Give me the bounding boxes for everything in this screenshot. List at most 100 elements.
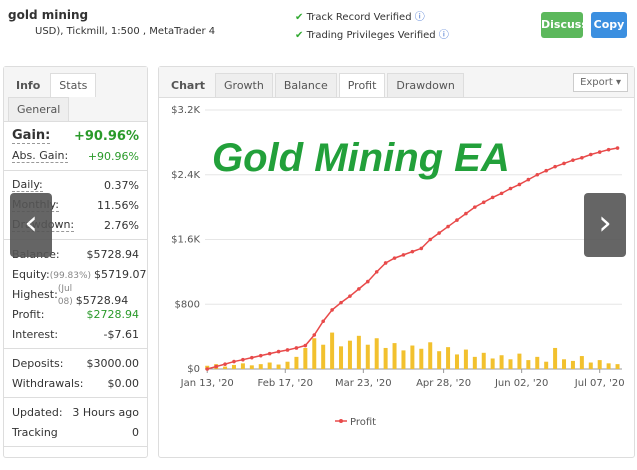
stat-row: Equity: (99.83%) $5719.07: [4, 264, 147, 284]
stat-value: 11.56%: [97, 198, 139, 212]
point: [562, 161, 566, 166]
stat-row: Tracking 0: [4, 422, 147, 442]
bar: [606, 363, 611, 369]
discuss-button[interactable]: Discuss: [541, 12, 588, 38]
point: [357, 287, 361, 291]
info-tabs: Info StatsGeneral: [4, 67, 147, 122]
stat-row: Gain: +90.96%: [4, 126, 147, 146]
stat-row: Daily: 0.37%: [4, 175, 147, 195]
stat-value-wrap: (99.83%) $5719.07: [50, 268, 147, 281]
account-title: gold mining: [8, 8, 89, 22]
tab[interactable]: Stats: [50, 73, 97, 97]
bar: [588, 362, 593, 369]
bar: [562, 359, 567, 369]
point: [606, 147, 611, 152]
stat-value-wrap: 0: [132, 426, 139, 439]
chart-panel: Chart Growth Balance Profit Drawdown Export …: [158, 66, 635, 458]
stat-value: +90.96%: [87, 149, 139, 163]
stat-group: Gain: +90.96% Abs. Gain: +90.96%: [4, 122, 147, 171]
point: [205, 367, 210, 371]
overlay-text: Gold Mining EA: [212, 136, 510, 180]
point: [330, 308, 334, 312]
point: [437, 231, 441, 235]
bar: [472, 356, 477, 369]
point: [392, 256, 397, 260]
tab[interactable]: Chart: [171, 79, 206, 92]
stat-label: Profit:: [12, 307, 45, 321]
tab[interactable]: Balance: [274, 73, 337, 97]
x-tick-label: Mar 23, '20: [335, 378, 392, 389]
bar: [285, 361, 290, 369]
bar: [544, 361, 549, 369]
stat-value-wrap: 0.37%: [104, 179, 139, 192]
point: [365, 279, 370, 284]
point: [499, 191, 504, 196]
tab[interactable]: Profit: [338, 73, 386, 97]
y-tick-label: $800: [175, 299, 200, 310]
bar: [490, 358, 495, 369]
stat-label: Equity:: [12, 267, 50, 281]
bar: [374, 338, 379, 369]
stat-value: $5719.07: [94, 267, 147, 281]
chart-tabs: Chart Growth Balance Profit Drawdown: [159, 67, 634, 98]
stat-value-wrap: (Jul 08) $5728.94: [58, 281, 139, 307]
stat-value: 3 Hours ago: [72, 405, 139, 419]
bar: [570, 360, 575, 369]
stat-value-wrap: +90.96%: [88, 150, 139, 163]
point: [446, 224, 450, 229]
next-arrow[interactable]: ›: [584, 193, 626, 257]
stat-value: 0.37%: [104, 178, 139, 192]
bar: [303, 347, 308, 369]
line: [207, 147, 618, 370]
point: [383, 261, 388, 265]
stat-value: $5728.94: [75, 294, 129, 307]
bar: [267, 362, 272, 369]
bar: [553, 347, 558, 369]
stat-label: Gain:: [12, 128, 51, 144]
point: [276, 349, 281, 354]
y-tick-label: $3.2K: [171, 105, 200, 116]
tab[interactable]: General: [8, 97, 70, 121]
y-tick-label: $2.4K: [171, 170, 200, 181]
bar: [437, 351, 442, 369]
copy-button[interactable]: Copy: [591, 12, 627, 38]
point: [526, 177, 531, 182]
point: [428, 237, 433, 242]
prev-arrow[interactable]: ‹: [10, 193, 52, 257]
point: [223, 362, 227, 366]
point: [294, 346, 299, 350]
y-tick-label: $0: [187, 364, 200, 375]
stat-label: Abs. Gain:: [12, 149, 69, 163]
bar: [463, 349, 468, 369]
bar: [526, 360, 531, 369]
tab[interactable]: Info: [16, 79, 41, 92]
bar: [240, 363, 245, 369]
stat-value: $0.00: [107, 376, 140, 390]
stat-label: Tracking: [12, 425, 58, 439]
bar: [365, 344, 370, 369]
point: [473, 205, 477, 209]
stat-value: $3000.00: [86, 356, 140, 370]
point: [285, 348, 290, 352]
bar: [579, 356, 584, 369]
point: [241, 357, 245, 362]
point: [250, 355, 254, 360]
point: [490, 195, 495, 200]
verified-text: Track Record Verified: [306, 12, 412, 23]
stat-value-wrap: -$7.61: [104, 328, 139, 341]
stat-label: Highest:: [12, 287, 58, 301]
bar: [454, 354, 459, 369]
export-text: Export: [580, 77, 613, 88]
stat-row: Abs. Gain: +90.96%: [4, 146, 147, 166]
bar: [347, 340, 352, 369]
tab[interactable]: Growth: [215, 73, 273, 97]
tab[interactable]: Drawdown: [387, 73, 464, 97]
point: [321, 319, 325, 324]
point: [553, 164, 557, 169]
export-button[interactable]: Export ▾: [573, 73, 628, 92]
verified-text: Trading Privileges Verified: [306, 30, 436, 41]
x-tick-label: Jan 13, '20: [180, 378, 234, 389]
point: [455, 218, 459, 222]
bar: [419, 348, 424, 369]
